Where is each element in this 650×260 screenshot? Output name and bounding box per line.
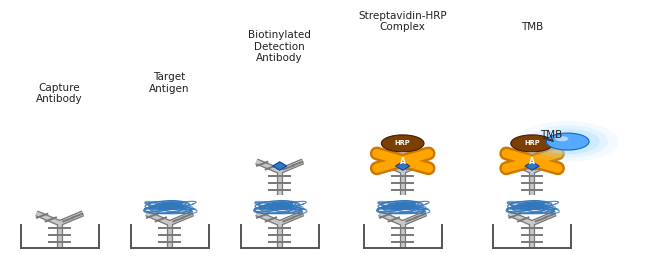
Text: Target
Antigen: Target Antigen: [150, 72, 190, 94]
Circle shape: [555, 136, 568, 141]
Text: Biotinylated
Detection
Antibody: Biotinylated Detection Antibody: [248, 30, 311, 63]
Polygon shape: [396, 162, 410, 170]
Text: TMB: TMB: [541, 130, 563, 140]
Text: A: A: [529, 157, 535, 166]
Text: A: A: [400, 157, 406, 166]
Circle shape: [382, 135, 424, 152]
Circle shape: [517, 121, 619, 162]
Text: TMB: TMB: [521, 22, 543, 32]
Circle shape: [527, 125, 608, 158]
Polygon shape: [272, 162, 287, 170]
Text: HRP: HRP: [395, 140, 411, 146]
Text: Capture
Antibody: Capture Antibody: [36, 83, 83, 104]
Circle shape: [511, 135, 553, 152]
Polygon shape: [525, 162, 540, 170]
Circle shape: [547, 133, 589, 150]
Text: HRP: HRP: [525, 140, 540, 146]
Circle shape: [536, 129, 600, 154]
Text: Streptavidin-HRP
Complex: Streptavidin-HRP Complex: [358, 11, 447, 32]
